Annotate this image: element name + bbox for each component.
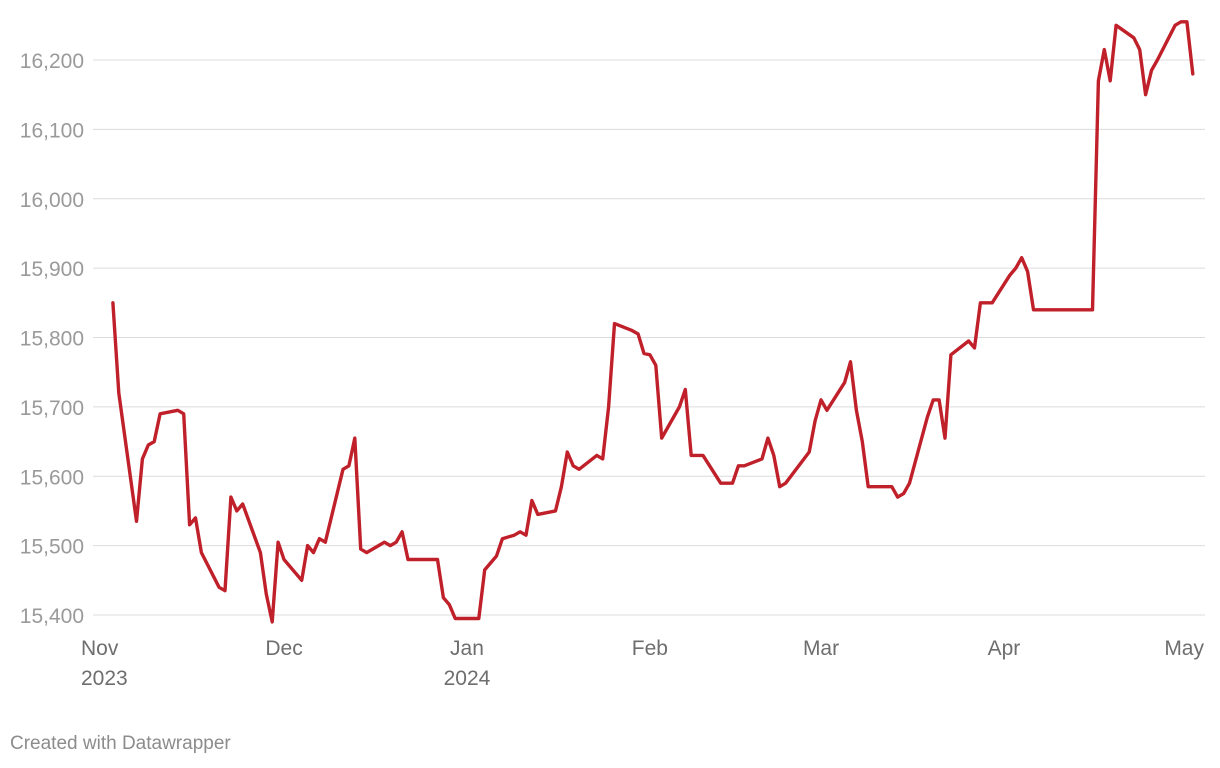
x-axis-tick-labels: Nov 2023 Dec Jan 2024 Feb Mar Apr May bbox=[81, 637, 1204, 690]
x-tick-label: May bbox=[1164, 637, 1204, 660]
x-tick-label: Mar bbox=[803, 637, 839, 660]
x-tick-label: Jan bbox=[450, 637, 484, 660]
y-tick-label: 15,400 bbox=[20, 605, 84, 628]
y-tick-label: 15,500 bbox=[20, 536, 84, 559]
x-tick-label: Nov bbox=[81, 637, 119, 660]
gridlines bbox=[93, 59, 1205, 616]
x-tick-label: Dec bbox=[265, 637, 302, 660]
y-tick-label: 15,600 bbox=[20, 466, 84, 489]
y-tick-label: 16,000 bbox=[20, 189, 84, 212]
y-tick-label: 16,100 bbox=[20, 119, 84, 142]
x-tick-label: Apr bbox=[988, 637, 1021, 660]
y-tick-label: 15,900 bbox=[20, 258, 84, 281]
y-tick-label: 15,700 bbox=[20, 397, 84, 420]
x-tick-label: Feb bbox=[632, 637, 668, 660]
series-line bbox=[111, 20, 1195, 624]
y-tick-label: 16,200 bbox=[20, 50, 84, 73]
y-tick-label: 15,800 bbox=[20, 328, 84, 351]
y-axis-tick-labels: 15,400 15,500 15,600 15,700 15,800 15,900 16,0… bbox=[20, 50, 84, 628]
x-tick-year-label: 2023 bbox=[81, 667, 128, 690]
x-tick-year-label: 2024 bbox=[444, 667, 491, 690]
datawrapper-credit: Created with Datawrapper bbox=[10, 733, 231, 754]
